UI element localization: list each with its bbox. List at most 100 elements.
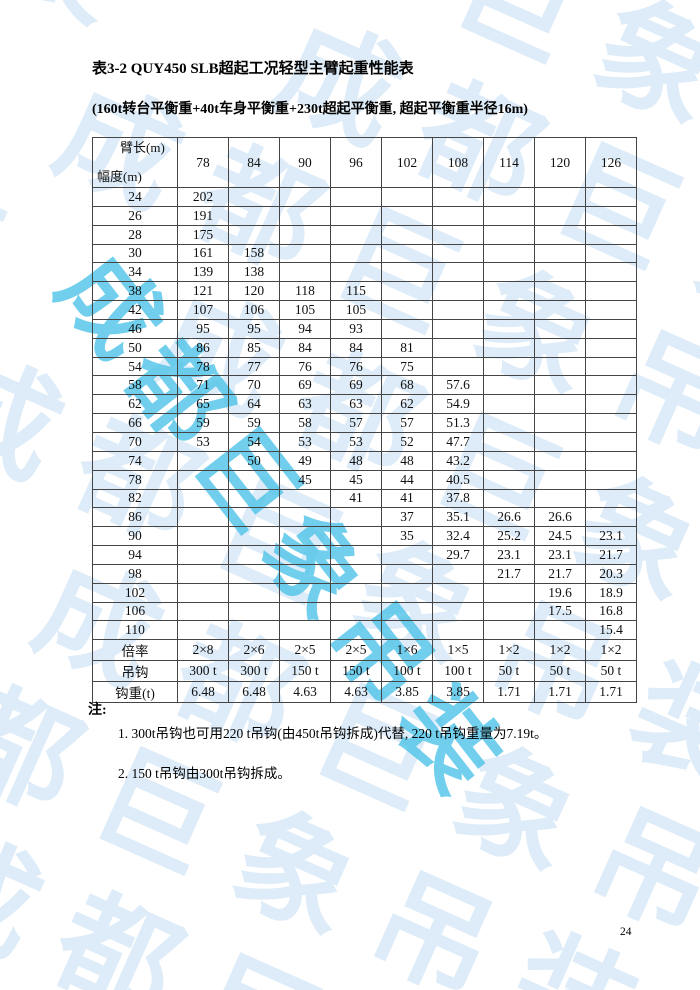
capacity-cell: 24.5	[534, 526, 586, 547]
capacity-cell	[228, 205, 280, 226]
boom-length-header: 120	[534, 137, 586, 188]
capacity-cell	[330, 205, 382, 226]
capacity-cell	[534, 356, 586, 377]
footer-value-cell: 1×2	[483, 639, 535, 662]
footer-value-cell: 1×5	[432, 639, 484, 662]
capacity-cell: 175	[177, 224, 229, 245]
capacity-cell	[585, 187, 637, 207]
capacity-cell: 19.6	[534, 582, 586, 603]
capacity-cell	[432, 620, 484, 641]
capacity-cell: 70	[228, 375, 280, 396]
capacity-cell: 81	[381, 337, 433, 358]
capacity-cell	[483, 450, 535, 471]
capacity-cell: 95	[177, 318, 229, 339]
boom-length-header: 114	[483, 137, 535, 188]
radius-cell: 94	[92, 545, 178, 565]
capacity-cell	[330, 262, 382, 283]
capacity-cell: 45	[279, 469, 331, 490]
capacity-cell	[381, 224, 433, 245]
capacity-cell: 29.7	[432, 545, 484, 565]
capacity-cell	[381, 205, 433, 226]
capacity-cell: 120	[228, 281, 280, 302]
radius-cell: 66	[92, 413, 178, 433]
capacity-cell	[279, 262, 331, 283]
capacity-cell	[483, 620, 535, 641]
radius-cell: 82	[92, 488, 178, 509]
radius-cell: 70	[92, 431, 178, 452]
capacity-cell	[585, 488, 637, 509]
boom-length-header: 90	[279, 137, 331, 188]
capacity-cell: 17.5	[534, 601, 586, 622]
capacity-cell	[432, 224, 484, 245]
capacity-cell: 54	[228, 431, 280, 452]
footer-value-cell: 50 t	[534, 660, 586, 683]
capacity-cell	[534, 469, 586, 490]
footer-row-label: 吊钩	[92, 660, 178, 683]
capacity-cell	[432, 582, 484, 603]
capacity-cell: 65	[177, 394, 229, 415]
capacity-cell: 53	[177, 431, 229, 452]
capacity-cell	[483, 413, 535, 433]
capacity-cell	[228, 469, 280, 490]
capacity-cell	[381, 318, 433, 339]
capacity-cell	[483, 582, 535, 603]
capacity-cell	[432, 337, 484, 358]
footer-value-cell: 100 t	[432, 660, 484, 683]
capacity-cell	[534, 262, 586, 283]
capacity-cell	[330, 582, 382, 603]
corner-top-label: 臂长(m)	[120, 140, 165, 155]
table-row: 98 21.7 21.7 20.3	[92, 563, 637, 584]
capacity-cell	[483, 262, 535, 283]
capacity-cell: 161	[177, 243, 229, 264]
table-row: 82 41 41 37.8	[92, 488, 637, 509]
capacity-cell: 40.5	[432, 469, 484, 490]
radius-cell: 42	[92, 300, 178, 320]
footer-value-cell: 1×2	[585, 639, 637, 662]
capacity-cell: 139	[177, 262, 229, 283]
table-row: 28 175	[92, 224, 637, 245]
radius-cell: 24	[92, 187, 178, 207]
capacity-cell: 84	[279, 337, 331, 358]
radius-cell: 98	[92, 563, 178, 584]
capacity-cell	[534, 620, 586, 641]
capacity-cell: 59	[228, 413, 280, 433]
capacity-cell	[483, 300, 535, 320]
capacity-cell	[381, 545, 433, 565]
table-row: 110 15.4	[92, 620, 637, 641]
capacity-cell: 63	[330, 394, 382, 415]
capacity-cell	[330, 224, 382, 245]
capacity-cell: 57.6	[432, 375, 484, 396]
capacity-cell	[585, 413, 637, 433]
capacity-cell: 121	[177, 281, 229, 302]
capacity-cell	[483, 337, 535, 358]
capacity-cell	[432, 300, 484, 320]
capacity-cell	[483, 431, 535, 452]
capacity-cell: 105	[330, 300, 382, 320]
capacity-cell: 138	[228, 262, 280, 283]
notes-label: 注:	[88, 703, 107, 718]
capacity-cell: 37	[381, 507, 433, 528]
capacity-cell	[534, 488, 586, 509]
capacity-cell	[432, 262, 484, 283]
capacity-cell: 32.4	[432, 526, 484, 547]
capacity-cell	[585, 318, 637, 339]
capacity-cell	[585, 224, 637, 245]
footer-value-cell: 300 t	[177, 660, 229, 683]
capacity-cell: 57	[381, 413, 433, 433]
capacity-cell	[483, 469, 535, 490]
capacity-cell	[432, 281, 484, 302]
radius-cell: 38	[92, 281, 178, 302]
capacity-cell: 53	[330, 431, 382, 452]
capacity-cell: 41	[381, 488, 433, 509]
capacity-cell: 78	[177, 356, 229, 377]
footer-value-cell: 2×5	[330, 639, 382, 662]
capacity-cell	[279, 507, 331, 528]
table-footer-row: 倍率 2×8 2×6 2×5 2×5 1×6 1×5 1×2 1×2 1×2	[92, 639, 637, 662]
radius-cell: 74	[92, 450, 178, 471]
capacity-cell	[177, 507, 229, 528]
capacity-cell	[483, 224, 535, 245]
radius-cell: 102	[92, 582, 178, 603]
footer-value-cell: 300 t	[228, 660, 280, 683]
capacity-cell	[228, 224, 280, 245]
